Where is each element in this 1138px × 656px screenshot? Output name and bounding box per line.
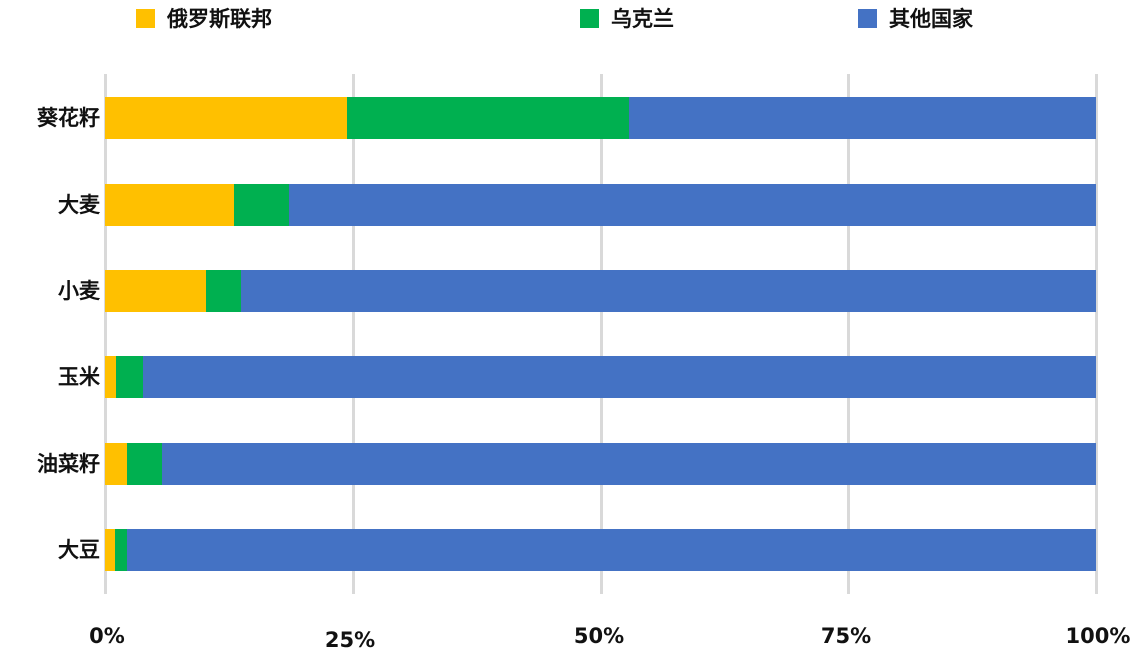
legend-swatch-russia-icon: [136, 8, 155, 28]
plot-area: [104, 74, 1098, 594]
legend-item-russia: 俄罗斯联邦: [136, 4, 272, 32]
bar-row: [105, 184, 1096, 226]
bar-segment: [162, 443, 1096, 485]
category-label: 小麦: [58, 279, 100, 303]
bar-segment: [126, 443, 163, 485]
bar-segment: [105, 443, 127, 485]
x-tick-label: 75%: [820, 624, 872, 648]
gridline-25: [351, 74, 355, 594]
x-tick-label: 25%: [324, 628, 376, 652]
bar-segment: [105, 356, 116, 398]
bar-row: [105, 443, 1096, 485]
legend-swatch-other-icon: [858, 8, 877, 28]
legend-label: 俄罗斯联邦: [167, 7, 272, 31]
category-label: 玉米: [58, 365, 100, 389]
bar-segment: [105, 529, 115, 571]
bar-row: [105, 356, 1096, 398]
bar-segment: [126, 529, 1096, 571]
bar-row: [105, 529, 1096, 571]
bar-segment: [206, 270, 241, 312]
bar-row: [105, 97, 1096, 139]
bar-segment: [289, 184, 1096, 226]
legend-swatch-ukraine-icon: [580, 8, 599, 28]
gridline-0: [104, 74, 107, 594]
bar-segment: [142, 356, 1096, 398]
bar-segment: [105, 97, 347, 139]
legend-label: 乌克兰: [611, 7, 674, 31]
gridline-75: [847, 74, 851, 594]
category-label: 大豆: [58, 538, 100, 562]
bar-segment: [105, 184, 234, 226]
category-label: 大麦: [58, 193, 100, 217]
legend-item-other: 其他国家: [858, 4, 973, 32]
bar-segment: [346, 97, 630, 139]
bar-segment: [115, 356, 143, 398]
x-tick-label: 100%: [1065, 624, 1131, 648]
bar-segment: [105, 270, 207, 312]
gridline-100: [1095, 74, 1098, 594]
bar-segment: [233, 184, 290, 226]
bar-segment: [240, 270, 1096, 312]
legend-label: 其他国家: [889, 7, 973, 31]
category-label: 葵花籽: [37, 106, 100, 130]
x-tick-label: 0%: [89, 624, 125, 648]
category-label: 油菜籽: [37, 452, 100, 476]
x-tick-label: 50%: [573, 624, 625, 648]
legend-item-ukraine: 乌克兰: [580, 4, 674, 32]
bar-row: [105, 270, 1096, 312]
bar-segment: [629, 97, 1096, 139]
gridline-50: [599, 74, 603, 594]
bar-segment: [114, 529, 127, 571]
